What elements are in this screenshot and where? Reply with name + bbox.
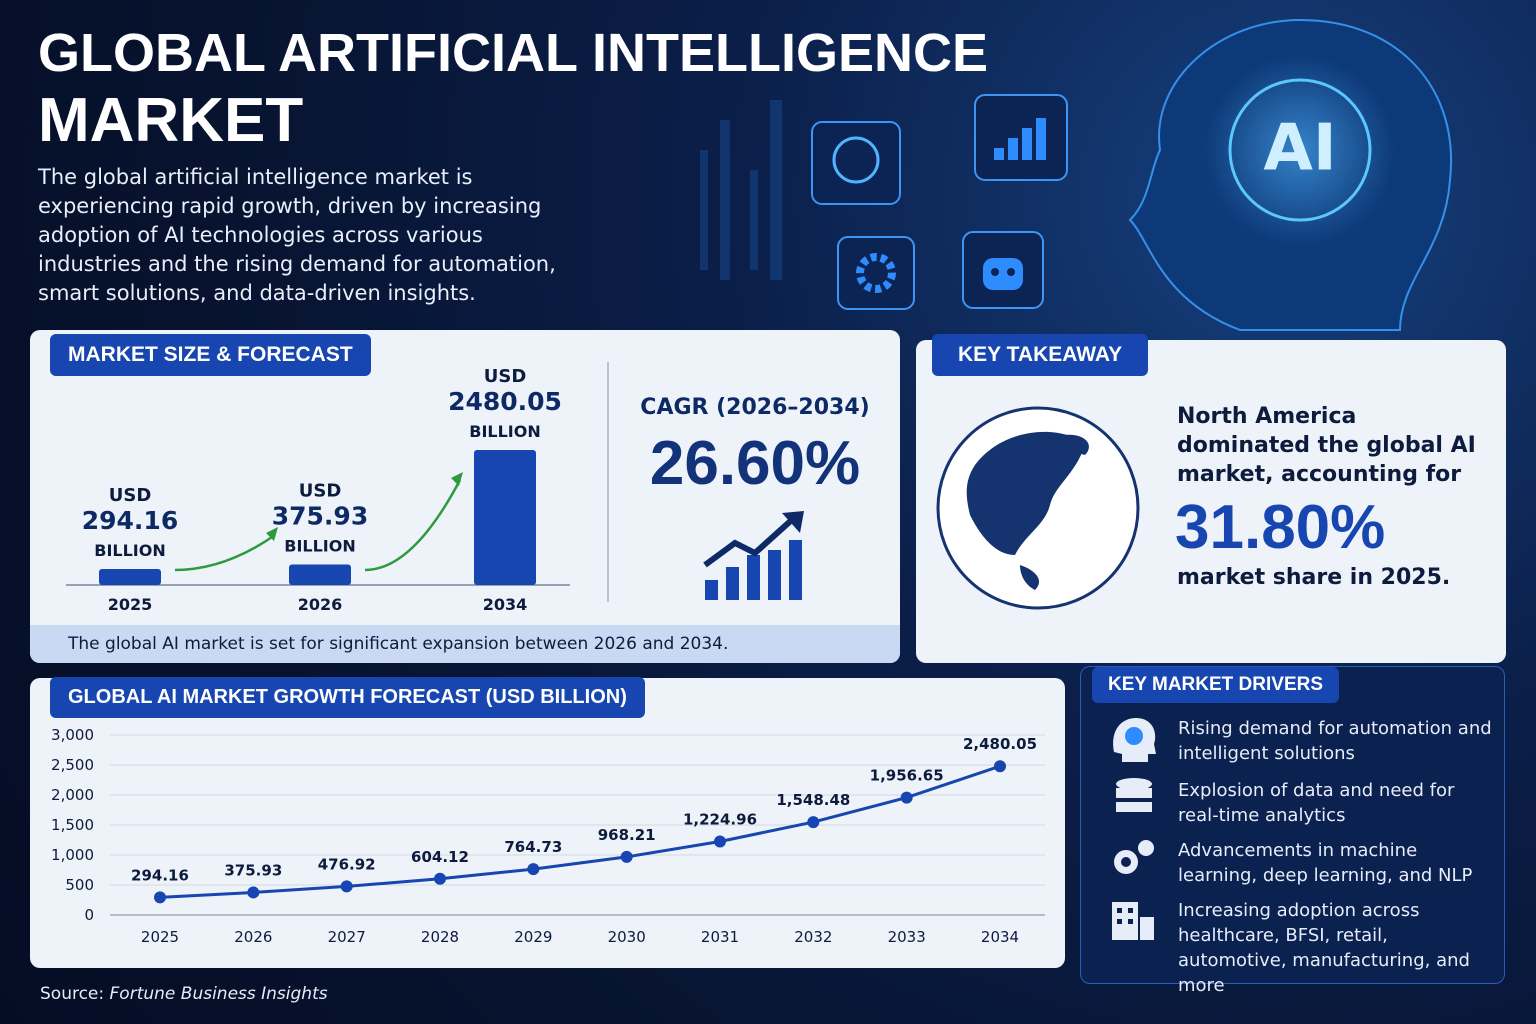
data-label: 1,956.65 [870,767,944,785]
cagr-value: 26.60% [649,429,861,498]
value-suffix: BILLION [284,537,355,556]
description: The global artificial intelligence marke… [38,165,556,305]
driver-icons [1112,718,1156,940]
x-tick-label: 2030 [608,928,646,946]
value-prefix: USD [109,485,152,506]
x-tick-label: 2033 [888,928,926,946]
data-point [620,850,633,863]
source: Source: Fortune Business Insights [40,984,328,1004]
driver-item: Rising demand for automation and intelli… [1178,718,1492,764]
panel-heading: MARKET SIZE & FORECAST [50,334,371,376]
bar [474,450,536,585]
source-name: Fortune Business Insights [109,984,328,1004]
takeaway-value: 31.80% [1175,493,1386,562]
data-point [527,863,540,876]
value-label: 2480.05 [448,387,562,416]
bar [289,564,351,585]
x-tick-label: 2026 [234,928,272,946]
data-label: 1,548.48 [776,791,850,809]
trend-arrow [174,533,276,572]
y-tick-label: 3,000 [51,726,94,744]
value-label: 375.93 [272,502,368,531]
value-suffix: BILLION [469,422,540,441]
y-tick-label: 500 [65,876,94,894]
driver-item: Explosion of data and need for real-time… [1178,780,1455,826]
data-point [900,791,913,804]
x-tick-label: 2028 [421,928,459,946]
y-tick-label: 2,500 [51,756,94,774]
x-tick-label: 2034 [483,595,528,614]
data-label: 476.92 [318,855,376,873]
forecast-panel [30,678,1065,968]
x-tick-label: 2034 [981,928,1019,946]
x-tick-label: 2025 [108,595,153,614]
x-tick-label: 2025 [141,928,179,946]
y-tick-label: 0 [84,906,94,924]
panel-heading: KEY MARKET DRIVERS [1092,667,1340,703]
value-suffix: BILLION [94,541,165,560]
market-size-panel [30,330,900,663]
data-point [247,886,260,899]
x-tick-label: 2032 [794,928,832,946]
panel-heading: KEY TAKEAWAY [932,334,1149,376]
bar [99,568,161,585]
data-label: 1,224.96 [683,811,757,829]
data-point [434,872,446,885]
line-series [159,764,1001,899]
note: The global AI market is set for signific… [30,625,900,663]
title-line2: MARKET [38,86,304,155]
data-point [154,891,166,904]
x-tick-label: 2029 [514,928,552,946]
value-prefix: USD [299,481,342,502]
cagr-label: CAGR (2026–2034) [640,395,870,420]
data-label: 2,480.05 [963,735,1037,753]
source-label: Source: [40,984,105,1004]
data-label: 968.21 [598,826,656,844]
divider [607,362,609,602]
driver-item: Increasing adoption across healthcare, B… [1178,900,1470,996]
x-tick-label: 2027 [328,928,366,946]
chart-title: GLOBAL AI MARKET GROWTH FORECAST (USD BI… [50,677,645,718]
x-tick-label: 2026 [298,595,343,614]
value-label: 294.16 [82,506,178,535]
trend-arrow-head [266,527,278,541]
data-point [807,816,820,829]
y-tick-label: 1,000 [51,846,94,864]
trend-arrow-head [451,472,463,486]
data-point [340,880,353,893]
y-tick-label: 2,000 [51,786,94,804]
title-line1: GLOBAL ARTIFICIAL INTELLIGENCE [38,23,988,83]
hero-art: AI [700,18,1453,331]
data-point [714,835,726,848]
value-prefix: USD [484,366,527,387]
bar-chart: USD294.16BILLION2025USD375.93BILLION2026… [66,366,570,614]
globe-icon [936,406,1140,610]
x-tick-label: 2031 [701,928,739,946]
ai-badge: AI [1263,112,1336,186]
data-label: 375.93 [224,861,282,879]
trend-arrow [364,479,462,572]
driver-item: Advancements in machine learning, deep l… [1178,840,1473,886]
takeaway-text: North America dominated the global AI ma… [1177,404,1476,487]
data-label: 604.12 [411,848,469,866]
data-label: 764.73 [504,838,562,856]
growth-icon [703,511,804,600]
data-label: 294.16 [131,866,189,884]
takeaway-text-after: market share in 2025. [1177,565,1451,590]
data-point [994,760,1006,773]
line-chart: 0 500 1,000 1,500 2,000 2,500 3,000 294.16 2025 3… [51,726,1045,946]
y-tick-label: 1,500 [51,816,94,834]
